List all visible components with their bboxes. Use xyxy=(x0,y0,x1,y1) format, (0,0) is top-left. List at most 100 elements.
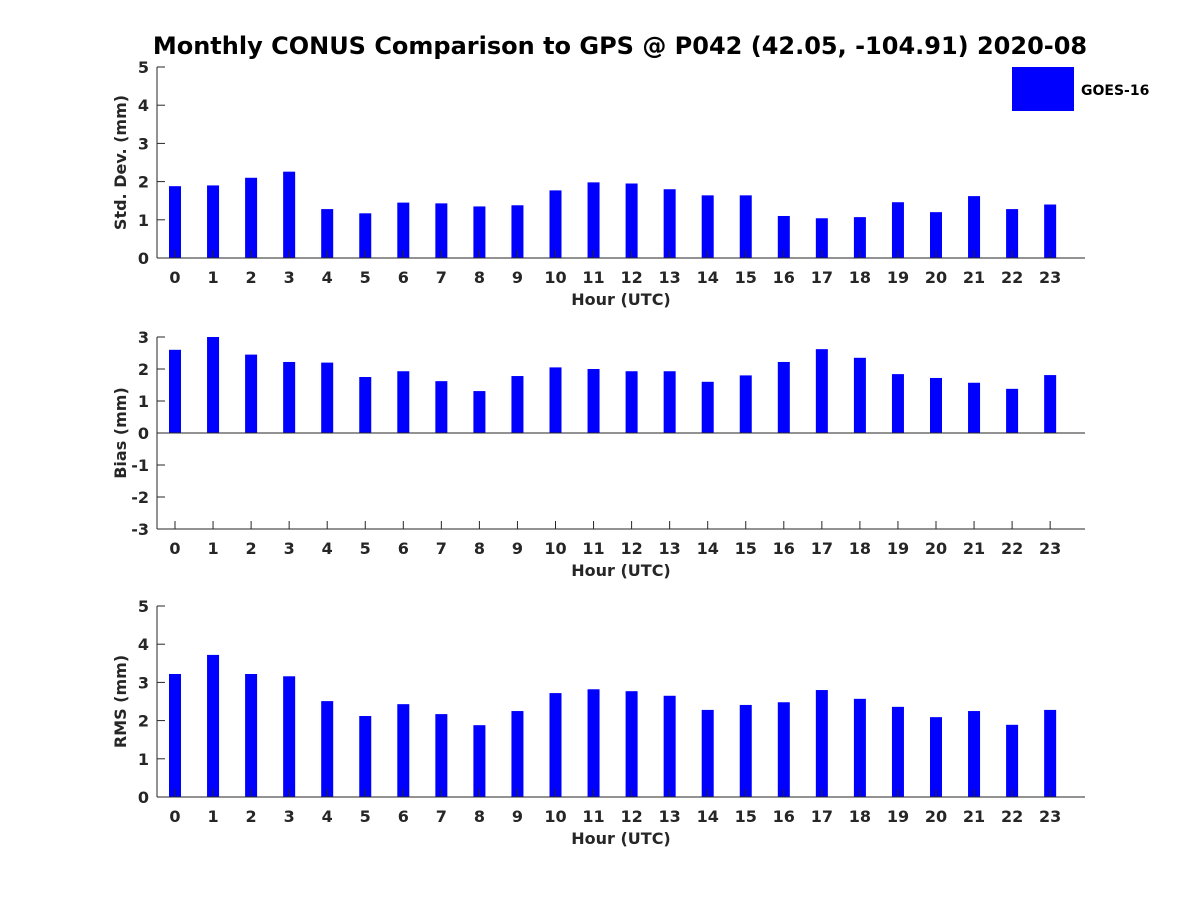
bias-x-tick-label: 8 xyxy=(474,539,485,558)
bar-rms-hour-6 xyxy=(397,704,410,797)
bar-bias-hour-21 xyxy=(968,382,981,433)
bias-x-tick-label: 15 xyxy=(735,539,757,558)
bar-std_dev-hour-2 xyxy=(245,177,258,258)
bar-bias-hour-16 xyxy=(777,361,790,433)
bias-y-tick-label: 2 xyxy=(138,360,149,379)
bar-bias-hour-2 xyxy=(245,354,258,433)
bar-bias-hour-9 xyxy=(511,376,524,433)
rms-y-tick-label: 3 xyxy=(138,673,149,692)
bar-rms-hour-9 xyxy=(511,711,524,797)
bar-rms-hour-10 xyxy=(549,693,562,797)
std_dev-x-tick-label: 0 xyxy=(169,268,180,287)
rms-x-tick-label: 15 xyxy=(735,807,757,826)
bias-x-tick-label: 7 xyxy=(436,539,447,558)
rms-x-tick-label: 20 xyxy=(925,807,947,826)
std_dev-x-tick-label: 5 xyxy=(360,268,371,287)
rms-x-tick-label: 9 xyxy=(512,807,523,826)
bar-bias-hour-20 xyxy=(930,377,942,433)
std_dev-x-tick-label: 7 xyxy=(436,268,447,287)
std_dev-x-tick-label: 1 xyxy=(207,268,218,287)
std_dev-x-tick-label: 11 xyxy=(582,268,604,287)
bias-x-tick-label: 11 xyxy=(582,539,604,558)
std_dev-y-tick-label: 3 xyxy=(138,134,149,153)
bias-x-tick-label: 21 xyxy=(963,539,985,558)
bar-std_dev-hour-10 xyxy=(549,190,562,258)
std_dev-y-tick-label: 2 xyxy=(138,173,149,192)
rms-x-tick-label: 7 xyxy=(436,807,447,826)
rms-x-tick-label: 14 xyxy=(697,807,719,826)
bar-std_dev-hour-8 xyxy=(473,206,486,258)
bias-x-tick-label: 19 xyxy=(887,539,909,558)
legend-swatch-goes-16 xyxy=(1012,67,1074,111)
bar-bias-hour-11 xyxy=(587,369,600,433)
rms-y-tick-label: 5 xyxy=(138,597,149,616)
bar-rms-hour-16 xyxy=(777,702,790,797)
bias-y-tick-label: -2 xyxy=(131,488,149,507)
std_dev-x-tick-label: 9 xyxy=(512,268,523,287)
std_dev-y-tick-label: 5 xyxy=(138,58,149,77)
bar-std_dev-hour-18 xyxy=(853,217,866,258)
bar-rms-hour-8 xyxy=(473,725,486,797)
bar-rms-hour-22 xyxy=(1006,724,1019,797)
bar-rms-hour-1 xyxy=(207,654,220,797)
std_dev-x-tick-label: 4 xyxy=(322,268,333,287)
std_dev-y-tick-label: 1 xyxy=(138,211,149,230)
bar-rms-hour-14 xyxy=(701,709,714,797)
bias-y-tick-label: -1 xyxy=(131,456,149,475)
bar-bias-hour-1 xyxy=(207,337,220,433)
std_dev-x-tick-label: 22 xyxy=(1001,268,1023,287)
rms-x-tick-label: 12 xyxy=(620,807,642,826)
bias-x-tick-label: 12 xyxy=(620,539,642,558)
bias-x-tick-label: 3 xyxy=(284,539,295,558)
bias-y-tick-label: 1 xyxy=(138,392,149,411)
bar-bias-hour-5 xyxy=(359,377,372,433)
bar-std_dev-hour-16 xyxy=(777,215,790,258)
bar-rms-hour-13 xyxy=(663,695,676,797)
bar-bias-hour-4 xyxy=(321,362,334,433)
std_dev-y-axis-label: Std. Dev. (mm) xyxy=(111,95,130,230)
bar-std_dev-hour-5 xyxy=(359,213,372,258)
bias-y-tick-label: 3 xyxy=(138,328,149,347)
rms-x-tick-label: 16 xyxy=(773,807,795,826)
bar-std_dev-hour-9 xyxy=(511,205,524,258)
bar-std_dev-hour-7 xyxy=(435,203,448,258)
rms-x-tick-label: 8 xyxy=(474,807,485,826)
bias-x-tick-label: 16 xyxy=(773,539,795,558)
std_dev-x-axis-label: Hour (UTC) xyxy=(571,290,671,309)
bar-bias-hour-15 xyxy=(739,375,752,433)
bias-x-tick-label: 4 xyxy=(322,539,333,558)
rms-x-tick-label: 17 xyxy=(811,807,833,826)
bar-bias-hour-0 xyxy=(169,349,181,433)
bar-rms-hour-11 xyxy=(587,689,600,797)
std_dev-x-tick-label: 15 xyxy=(735,268,757,287)
rms-y-axis-label: RMS (mm) xyxy=(111,655,130,748)
bar-bias-hour-22 xyxy=(1006,388,1019,433)
std_dev-x-tick-label: 21 xyxy=(963,268,985,287)
bias-x-tick-label: 10 xyxy=(544,539,566,558)
bar-std_dev-hour-11 xyxy=(587,182,600,258)
bias-x-tick-label: 22 xyxy=(1001,539,1023,558)
bias-y-tick-label: -3 xyxy=(131,520,149,539)
rms-x-tick-label: 4 xyxy=(322,807,333,826)
bias-y-axis-label: Bias (mm) xyxy=(111,387,130,479)
bar-rms-hour-12 xyxy=(625,691,638,797)
bias-x-tick-label: 13 xyxy=(659,539,681,558)
rms-y-tick-label: 1 xyxy=(138,750,149,769)
bar-rms-hour-7 xyxy=(435,714,448,797)
rms-x-tick-label: 13 xyxy=(659,807,681,826)
bar-bias-hour-18 xyxy=(853,357,866,433)
bar-std_dev-hour-12 xyxy=(625,183,638,258)
rms-x-tick-label: 21 xyxy=(963,807,985,826)
bias-x-tick-label: 1 xyxy=(207,539,218,558)
rms-x-tick-label: 0 xyxy=(169,807,180,826)
rms-x-tick-label: 6 xyxy=(398,807,409,826)
rms-x-tick-label: 3 xyxy=(284,807,295,826)
bias-x-tick-label: 0 xyxy=(169,539,180,558)
rms-x-tick-label: 11 xyxy=(582,807,604,826)
bias-y-tick-label: 0 xyxy=(138,424,149,443)
rms-x-tick-label: 18 xyxy=(849,807,871,826)
std_dev-x-tick-label: 23 xyxy=(1039,268,1061,287)
bias-x-tick-label: 14 xyxy=(697,539,719,558)
